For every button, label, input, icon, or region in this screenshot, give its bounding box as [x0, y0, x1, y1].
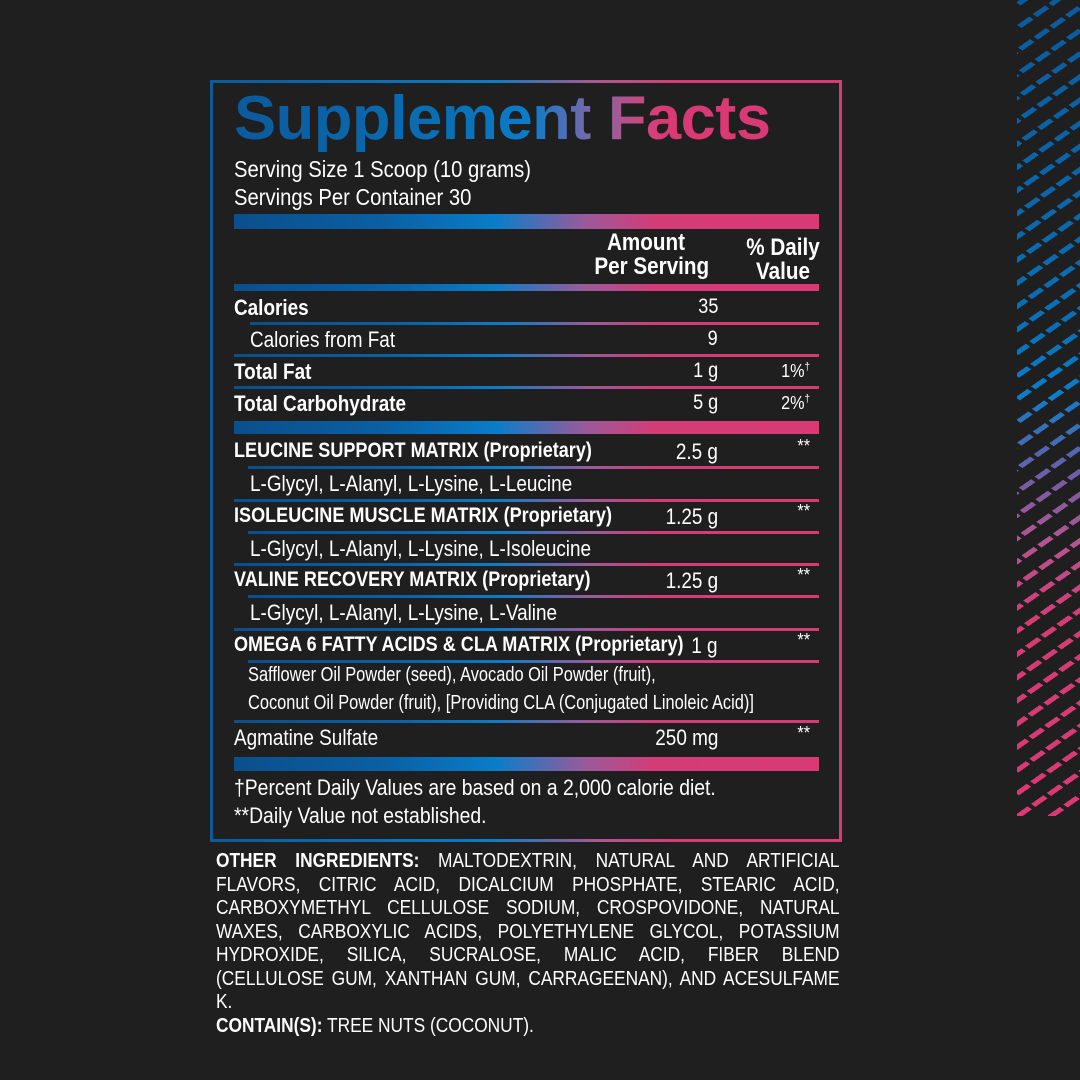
amount-header-line1: Amount — [607, 229, 685, 256]
row-divider — [234, 628, 819, 631]
blend-ingredients-line1: Safflower Oil Powder (seed), Avocado Oil… — [248, 664, 656, 686]
row-divider — [248, 660, 819, 663]
blend-amount: 1.25 g — [665, 504, 718, 529]
blend-amount: 250 mg — [654, 725, 718, 750]
dv-header-line1: % Daily — [746, 234, 820, 261]
blend-amount: 2.5 g — [675, 439, 718, 464]
serving-size: Serving Size 1 Scoop (10 grams) — [234, 156, 531, 182]
blend-name: OMEGA 6 FATTY ACIDS & CLA MATRIX (Propri… — [234, 633, 684, 656]
daily-value-header: % Daily Value — [744, 236, 821, 284]
blend-ingredients: L-Glycyl, L-Alanyl, L-Lysine, L-Valine — [250, 600, 558, 625]
blend-name: ISOLEUCINE MUSCLE MATRIX (Proprietary) — [234, 504, 612, 527]
contains-label: CONTAIN(S): — [216, 1014, 323, 1037]
blend-dv: ** — [797, 565, 810, 585]
nutrient-name: Total Carbohydrate — [234, 391, 407, 416]
blend-name: Agmatine Sulfate — [234, 725, 379, 750]
blend-dv: ** — [797, 501, 810, 521]
blend-ingredients-line2: Coconut Oil Powder (fruit), [Providing C… — [248, 692, 754, 714]
nutrient-name: Calories — [234, 295, 309, 320]
nutrient-dv: 2%† — [781, 393, 810, 413]
thick-divider — [234, 421, 819, 434]
row-divider — [234, 563, 819, 566]
contains-text: TREE NUTS (COCONUT). — [326, 1014, 534, 1037]
nutrient-amount: 5 g — [692, 391, 718, 414]
footnote-double-star: **Daily Value not established. — [234, 803, 487, 828]
row-divider — [250, 322, 819, 325]
blend-amount: 1.25 g — [665, 568, 718, 593]
thick-divider — [234, 214, 819, 229]
nutrient-name: Total Fat — [234, 359, 312, 384]
supplement-facts-panel — [210, 80, 842, 842]
row-divider — [234, 499, 819, 502]
nutrient-dv: 1%† — [781, 361, 810, 381]
nutrient-name: Calories from Fat — [250, 327, 396, 352]
footnote-dagger: †Percent Daily Values are based on a 2,0… — [234, 775, 716, 800]
nutrient-amount: 9 — [707, 327, 718, 350]
blend-dv: ** — [797, 630, 810, 650]
amount-header-line2: Per Serving — [594, 253, 710, 280]
blend-ingredients: L-Glycyl, L-Alanyl, L-Lysine, L-Leucine — [250, 471, 573, 496]
panel-title: Supplement Facts — [234, 84, 771, 153]
other-ingredients: OTHER INGREDIENTS: MALTODEXTRIN, NATURAL… — [216, 850, 840, 1038]
blend-amount: 1 g — [691, 633, 718, 658]
row-divider — [234, 720, 819, 723]
blend-dv: ** — [797, 436, 810, 456]
decorative-stripes-mask — [1017, 0, 1080, 816]
servings-per-container: Servings Per Container 30 — [234, 184, 472, 210]
dv-header-line2: Value — [756, 258, 810, 285]
row-divider — [234, 354, 819, 357]
row-divider — [248, 531, 819, 534]
other-ingredients-label: OTHER INGREDIENTS: — [216, 850, 420, 872]
row-divider — [234, 386, 819, 389]
blend-ingredients: L-Glycyl, L-Alanyl, L-Lysine, L-Isoleuci… — [250, 536, 592, 561]
nutrient-amount: 1 g — [692, 359, 718, 382]
row-divider — [248, 466, 819, 469]
amount-header: Amount Per Serving — [594, 229, 710, 280]
thick-divider — [234, 757, 819, 771]
header-divider — [234, 284, 819, 291]
blend-dv: ** — [797, 723, 810, 743]
nutrient-amount: 35 — [697, 295, 718, 318]
other-ingredients-text: MALTODEXTRIN, NATURAL AND ARTIFICIAL FLA… — [216, 850, 840, 1013]
row-divider — [248, 595, 819, 598]
blend-name: LEUCINE SUPPORT MATRIX (Proprietary) — [234, 439, 592, 462]
blend-name: VALINE RECOVERY MATRIX (Proprietary) — [234, 568, 591, 591]
